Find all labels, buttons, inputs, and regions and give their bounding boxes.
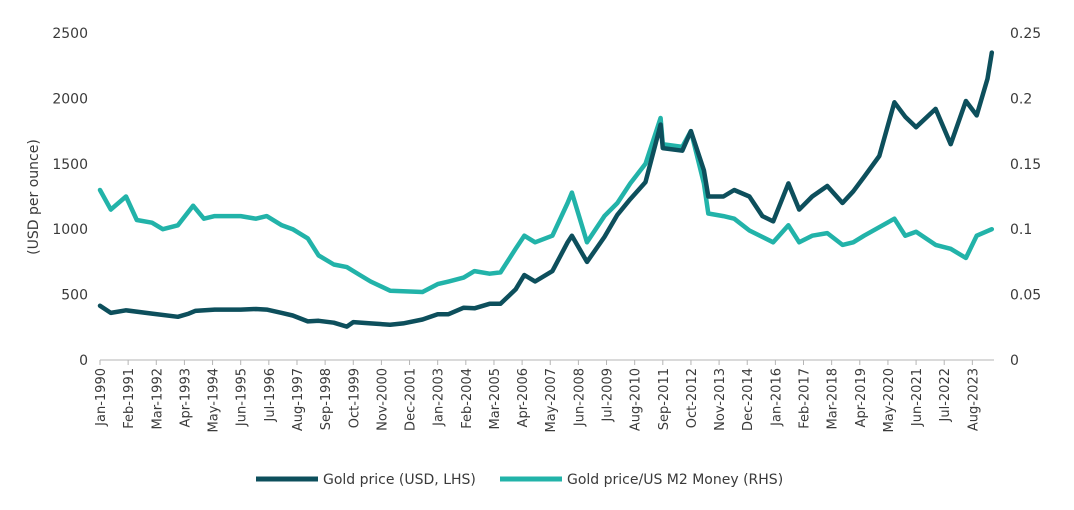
x-tick-label: Aug-2023	[966, 368, 981, 431]
left-axis-ticks: 0 500 1000 1500 2000 2500	[52, 26, 88, 369]
x-tick-label: Feb-1991	[122, 368, 137, 429]
x-tick-label: Oct-2012	[685, 368, 700, 428]
right-tick-label: 0	[1010, 353, 1019, 369]
x-tick-label: May-2020	[882, 368, 897, 432]
right-tick-label: 0.25	[1010, 26, 1041, 42]
x-tick-label: Mar-1992	[150, 368, 165, 429]
x-tick-label: Aug-2010	[629, 368, 644, 431]
x-tick-label: Jan-2016	[769, 368, 784, 427]
series-layer	[97, 50, 995, 329]
right-tick-label: 0.2	[1010, 91, 1032, 107]
series-line-gold-m2	[97, 115, 995, 295]
x-tick-label: Jul-1996	[263, 368, 278, 422]
legend-label-gold-m2: Gold price/US M2 Money (RHS)	[567, 472, 783, 488]
x-tick-label: Jan-2003	[432, 368, 447, 427]
left-tick-label: 0	[79, 353, 88, 369]
x-axis-ticks: Jan-1990 Feb-1991 Mar-1992 Apr-1993 May-1994…	[94, 360, 981, 432]
left-tick-label: 2000	[52, 91, 88, 107]
x-tick-label: May-1994	[207, 368, 222, 432]
x-tick-label: Oct-1999	[347, 368, 362, 428]
x-tick-label: Apr-2019	[854, 368, 869, 427]
x-tick-label: Jul-2022	[938, 368, 953, 422]
x-tick-label: Dec-2014	[741, 368, 756, 431]
x-tick-label: May-2007	[544, 368, 559, 432]
x-tick-label: Jun-2008	[572, 368, 587, 427]
y-axis-label: (USD per ounce)	[26, 139, 42, 255]
x-tick-label: Mar-2005	[488, 368, 503, 429]
right-tick-label: 0.1	[1010, 222, 1032, 238]
x-tick-label: Apr-2006	[516, 368, 531, 427]
x-tick-label: Nov-2013	[713, 368, 728, 431]
right-tick-label: 0.05	[1010, 288, 1041, 304]
x-tick-label: Jun-2021	[910, 368, 925, 427]
legend: Gold price (USD, LHS) Gold price/US M2 M…	[256, 472, 783, 488]
x-tick-label: Feb-2004	[460, 368, 475, 429]
x-tick-label: Sep-2011	[657, 368, 672, 430]
x-tick-label: Feb-2017	[798, 368, 813, 429]
legend-label-gold-usd: Gold price (USD, LHS)	[323, 472, 476, 488]
left-tick-label: 1000	[52, 222, 88, 238]
left-tick-label: 1500	[52, 157, 88, 173]
x-tick-label: Jan-1990	[94, 368, 109, 427]
x-tick-label: Nov-2000	[375, 368, 390, 431]
x-tick-label: Jun-1995	[235, 368, 250, 427]
left-tick-label: 500	[61, 288, 88, 304]
x-tick-label: Sep-1998	[319, 368, 334, 430]
x-tick-label: Jul-2009	[601, 368, 616, 422]
left-tick-label: 2500	[52, 26, 88, 42]
right-tick-label: 0.15	[1010, 157, 1041, 173]
x-tick-label: Aug-1997	[291, 368, 306, 431]
x-tick-label: Apr-1993	[178, 368, 193, 427]
right-axis-ticks: 0 0.05 0.1 0.15 0.2 0.25	[1010, 26, 1041, 369]
x-tick-label: Mar-2018	[826, 368, 841, 429]
x-tick-label: Dec-2001	[404, 368, 419, 431]
series-line-gold-usd	[97, 50, 995, 329]
